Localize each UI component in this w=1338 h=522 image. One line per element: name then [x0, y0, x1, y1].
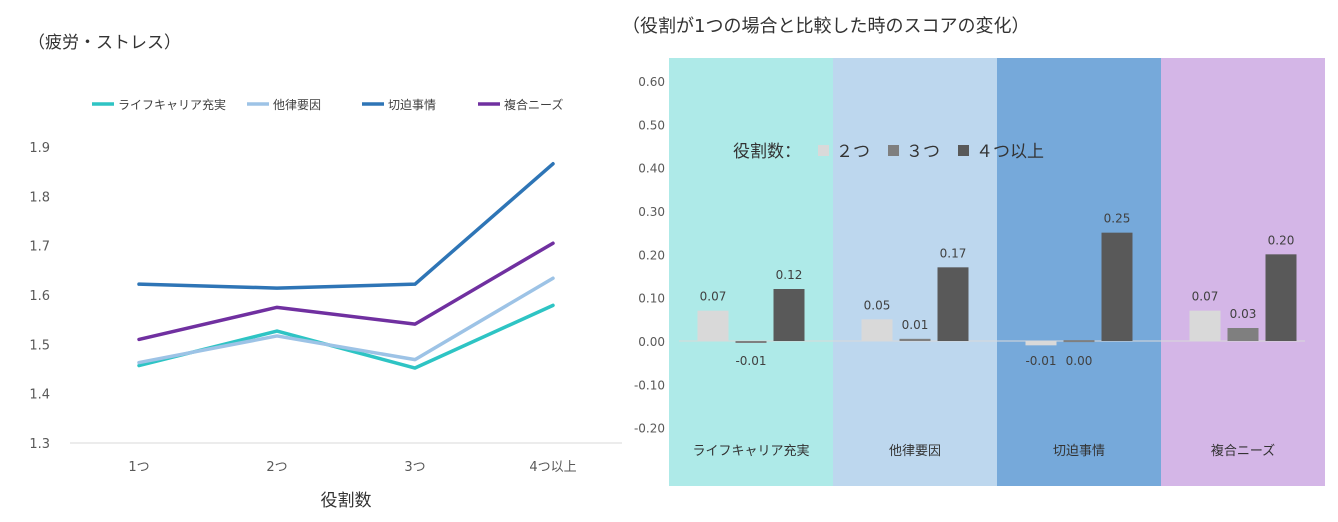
data-label: 0.03: [1230, 307, 1257, 321]
legend-label: ４つ以上: [976, 142, 1044, 162]
legend-label: ライフキャリア充実: [118, 97, 226, 112]
y-tick-label: 0.50: [638, 118, 665, 132]
legend-title: 役割数：: [733, 142, 801, 162]
legend-label: 切迫事情: [388, 98, 436, 112]
bar: [1227, 328, 1259, 341]
data-label: 0.01: [902, 318, 929, 332]
category-band: [997, 58, 1161, 486]
y-tick-label: 0.10: [638, 292, 665, 306]
x-axis-title: 役割数: [321, 491, 372, 511]
legend-label: 他律要因: [273, 98, 321, 112]
category-band: [1161, 58, 1325, 486]
data-label: 0.12: [776, 268, 803, 282]
y-tick-label: 0.20: [638, 248, 665, 262]
x-tick-label: 1つ: [128, 460, 149, 475]
category-label: 他律要因: [889, 444, 941, 459]
category-label: 複合ニーズ: [1211, 443, 1275, 459]
y-tick-label: -0.20: [634, 422, 665, 436]
y-tick-label: 1.6: [29, 289, 50, 304]
y-tick-label: 0.00: [638, 335, 665, 349]
y-tick-label: 1.5: [29, 338, 50, 353]
bar: [861, 319, 893, 341]
x-tick-label: 3つ: [404, 460, 425, 475]
bar: [735, 341, 767, 343]
bar: [1265, 254, 1297, 341]
legend-label: 複合ニーズ: [504, 97, 563, 112]
data-label: -0.01: [1025, 354, 1056, 368]
series-line: [137, 162, 555, 290]
legend-swatch: [888, 145, 899, 156]
data-label: 0.00: [1066, 354, 1093, 368]
data-label: 0.20: [1268, 233, 1295, 247]
series-line: [137, 241, 555, 342]
y-tick-label: 0.40: [638, 162, 665, 176]
y-tick-label: 0.60: [638, 75, 665, 89]
data-label: -0.01: [735, 354, 766, 368]
category-band: [669, 58, 833, 486]
series-line: [137, 276, 555, 365]
bar: [1025, 341, 1057, 346]
y-tick-label: 0.30: [638, 205, 665, 219]
category-label: ライフキャリア充実: [692, 443, 809, 459]
legend-label: ２つ: [836, 142, 870, 162]
legend-label: ３つ: [906, 142, 940, 162]
y-tick-label: 1.4: [29, 388, 50, 403]
bar: [1101, 232, 1133, 341]
legend-swatch: [818, 145, 829, 156]
data-label: 0.07: [700, 290, 727, 304]
bar: [899, 338, 931, 341]
data-label: 0.17: [940, 246, 967, 260]
data-label: 0.05: [864, 298, 891, 312]
bar: [773, 289, 805, 341]
y-tick-label: -0.10: [634, 378, 665, 392]
left-chart-title: （疲労・ストレス）: [28, 33, 181, 53]
bar: [1063, 340, 1095, 343]
x-tick-label: 4つ以上: [529, 460, 576, 475]
y-tick-label: 1.3: [29, 437, 50, 452]
x-tick-label: 2つ: [266, 460, 287, 475]
legend-swatch: [958, 145, 969, 156]
y-tick-label: 1.9: [29, 141, 50, 156]
bar: [697, 310, 729, 341]
right-chart-title: （役割が1つの場合と比較した時のスコアの変化）: [622, 16, 1030, 37]
category-label: 切迫事情: [1053, 444, 1105, 459]
bar: [937, 267, 969, 341]
y-tick-label: 1.7: [29, 240, 50, 255]
category-band: [833, 58, 997, 486]
data-label: 0.07: [1192, 290, 1219, 304]
bar: [1189, 310, 1221, 341]
y-tick-label: 1.8: [29, 190, 50, 205]
data-label: 0.25: [1104, 212, 1131, 226]
